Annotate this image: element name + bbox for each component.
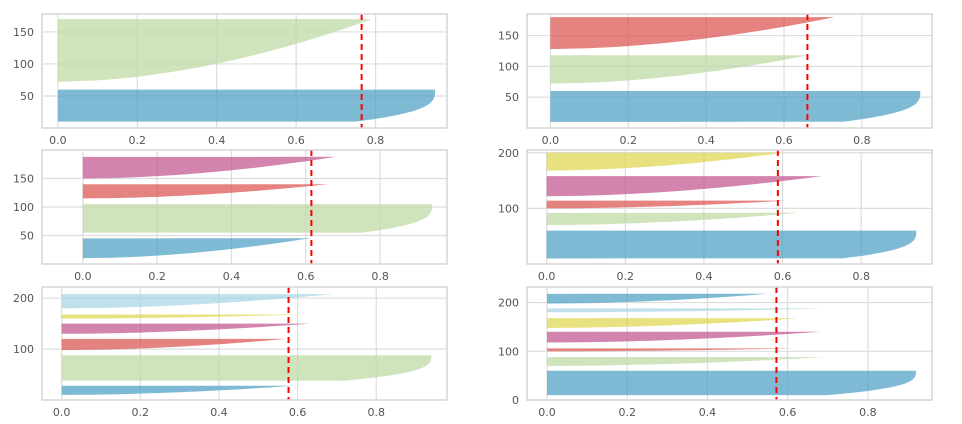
x-tick-label: 0.0 [542, 134, 560, 147]
cluster-silhouette-cluster-0 [61, 385, 294, 395]
x-tick-label: 0.8 [367, 406, 385, 419]
x-tick-label: 0.4 [208, 134, 226, 147]
x-tick-label: 0.2 [617, 270, 635, 283]
cluster-silhouette-cluster-0 [550, 91, 921, 122]
y-tick-label: 200 [13, 292, 34, 305]
cluster-silhouette-cluster-5 [61, 294, 334, 309]
axes-frame [41, 13, 448, 129]
cluster-silhouette-cluster-5 [547, 308, 824, 313]
silhouette-panel-6: 0.0 0.2 0.4 0.6 0.8 0 100 200 [498, 286, 933, 419]
x-tick-label: 0.8 [859, 406, 877, 419]
cluster-silhouette-cluster-0 [547, 370, 916, 396]
x-tick-label: 0.2 [129, 134, 147, 147]
x-tick-label: 0.0 [53, 406, 71, 419]
cluster-silhouette-cluster-4 [547, 318, 800, 328]
x-tick-label: 0.4 [697, 134, 715, 147]
y-tick-label: 100 [498, 345, 519, 358]
cluster-silhouette-cluster-3 [61, 323, 310, 334]
x-tick-label: 0.4 [223, 270, 241, 283]
cluster-silhouette-cluster-4 [61, 314, 302, 319]
x-tick-label: 0.6 [775, 134, 793, 147]
cluster-silhouette-cluster-3 [546, 176, 822, 197]
x-tick-label: 0.4 [695, 270, 713, 283]
x-tick-label: 0.6 [774, 270, 792, 283]
y-tick-label: 200 [498, 147, 519, 160]
x-tick-label: 0.8 [371, 270, 389, 283]
axes-frame [526, 13, 933, 129]
y-tick-label: 0 [512, 394, 519, 407]
cluster-silhouette-cluster-1 [546, 212, 799, 226]
cluster-silhouette-cluster-2 [59, 338, 286, 351]
y-tick-label: 50 [505, 91, 519, 104]
cluster-silhouette-cluster-1 [543, 357, 824, 366]
axes-frame [526, 149, 933, 265]
y-tick-label: 100 [13, 343, 34, 356]
silhouette-panel-4: 0.0 0.2 0.4 0.6 0.8 100 200 [498, 147, 933, 283]
x-tick-label: 0.0 [49, 134, 67, 147]
cluster-silhouette-cluster-0 [546, 230, 917, 259]
x-tick-label: 0.2 [618, 406, 636, 419]
cluster-silhouette-cluster-1 [61, 355, 432, 381]
cluster-silhouette-cluster-2 [546, 200, 787, 209]
axes-frame [41, 286, 448, 401]
cluster-silhouette-cluster-3 [82, 156, 336, 179]
x-tick-label: 0.2 [132, 406, 150, 419]
x-tick-label: 0.6 [779, 406, 797, 419]
x-tick-label: 0.2 [148, 270, 166, 283]
x-tick-label: 0.4 [699, 406, 717, 419]
y-tick-label: 200 [498, 297, 519, 310]
x-tick-label: 0.0 [538, 270, 556, 283]
y-tick-label: 150 [498, 30, 519, 43]
silhouette-panel-5: 0.0 0.2 0.4 0.6 0.8 100 200 [13, 286, 448, 419]
cluster-silhouette-cluster-2 [547, 348, 796, 352]
cluster-silhouette-cluster-2 [550, 17, 835, 50]
y-tick-label: 50 [20, 230, 34, 243]
cluster-silhouette-cluster-4 [546, 152, 783, 171]
y-tick-label: 50 [20, 90, 34, 103]
x-tick-label: 0.6 [297, 270, 315, 283]
y-tick-label: 100 [13, 201, 34, 214]
cluster-silhouette-cluster-3 [547, 331, 820, 343]
cluster-silhouette-cluster-0 [57, 89, 436, 122]
cluster-silhouette-cluster-1 [57, 19, 372, 82]
y-tick-label: 150 [13, 173, 34, 186]
x-tick-label: 0.8 [852, 270, 870, 283]
x-tick-label: 0.6 [287, 134, 305, 147]
y-tick-label: 100 [13, 58, 34, 71]
cluster-silhouette-cluster-0 [56, 238, 310, 259]
silhouette-panel-2: 0.0 0.2 0.4 0.6 0.8 50 100 150 [498, 13, 933, 147]
silhouette-panel-3: 0.0 0.2 0.4 0.6 0.8 50 100 150 [13, 149, 448, 283]
axes-frame [526, 286, 933, 401]
axes-frame [41, 149, 448, 265]
x-tick-label: 0.4 [210, 406, 228, 419]
x-tick-label: 0.8 [367, 134, 385, 147]
cluster-silhouette-cluster-1 [550, 55, 808, 84]
x-tick-label: 0.2 [620, 134, 638, 147]
cluster-silhouette-cluster-1 [82, 204, 433, 233]
cluster-silhouette-cluster-6 [543, 293, 768, 304]
x-tick-label: 0.0 [74, 270, 92, 283]
x-tick-label: 0.8 [853, 134, 871, 147]
y-tick-label: 100 [498, 60, 519, 73]
x-tick-label: 0.6 [289, 406, 307, 419]
y-tick-label: 150 [13, 26, 34, 39]
y-tick-label: 100 [498, 202, 519, 215]
cluster-silhouette-cluster-2 [82, 184, 329, 199]
silhouette-panel-1: 0.0 0.2 0.4 0.6 0.8 50 100 150 [13, 13, 448, 147]
x-tick-label: 0.0 [538, 406, 556, 419]
